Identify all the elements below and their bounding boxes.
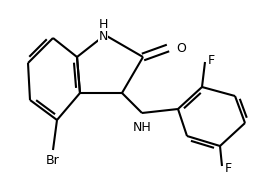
Text: H: H	[98, 17, 108, 30]
Text: F: F	[208, 53, 215, 66]
Text: O: O	[176, 42, 186, 54]
Text: N: N	[98, 30, 108, 43]
Text: Br: Br	[46, 154, 60, 167]
Text: NH: NH	[133, 121, 151, 134]
Text: F: F	[225, 162, 232, 173]
